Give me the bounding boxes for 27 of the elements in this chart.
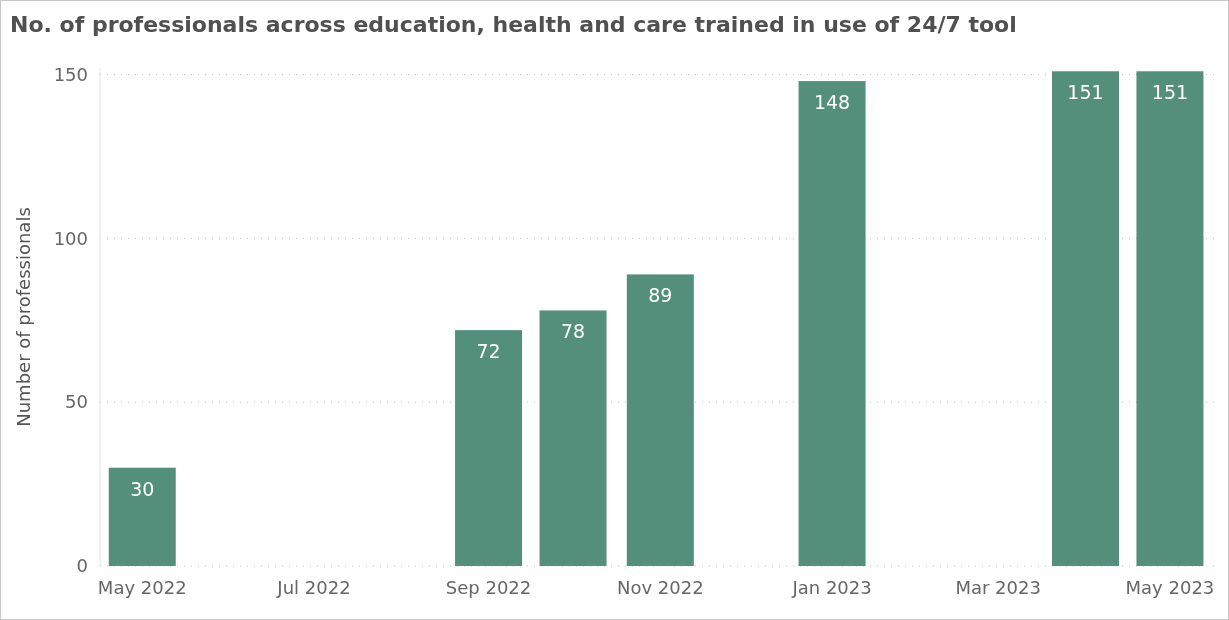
data-label: 72 [476,340,501,363]
bar [1136,71,1204,566]
x-tick-label: Mar 2023 [955,577,1041,598]
x-tick-label: May 2023 [1125,577,1215,598]
data-label: 78 [560,320,586,343]
bar [626,274,694,566]
data-label: 89 [648,284,673,307]
y-axis-title: Number of professionals [13,207,34,427]
bar [455,330,523,566]
bar [798,81,866,566]
x-tick-label: Jul 2022 [276,577,351,598]
x-tick-label: Nov 2022 [616,577,704,598]
data-label: 30 [130,477,155,500]
data-label: 151 [1067,81,1104,104]
y-tick-label: 150 [53,63,88,85]
data-label: 151 [1151,81,1189,104]
y-tick-label: 0 [76,555,88,577]
y-tick-label: 50 [65,391,88,413]
x-tick-label: Jan 2023 [791,577,872,598]
bar [539,310,607,566]
chart-title: No. of professionals across education, health and care trained in use of 24/7 tool [10,12,1017,37]
y-tick-label: 100 [53,227,88,249]
bar [108,467,176,566]
x-tick-label: May 2022 [97,577,187,598]
data-label: 148 [813,91,851,114]
bar [1051,71,1119,566]
x-tick-label: Sep 2022 [445,577,532,598]
